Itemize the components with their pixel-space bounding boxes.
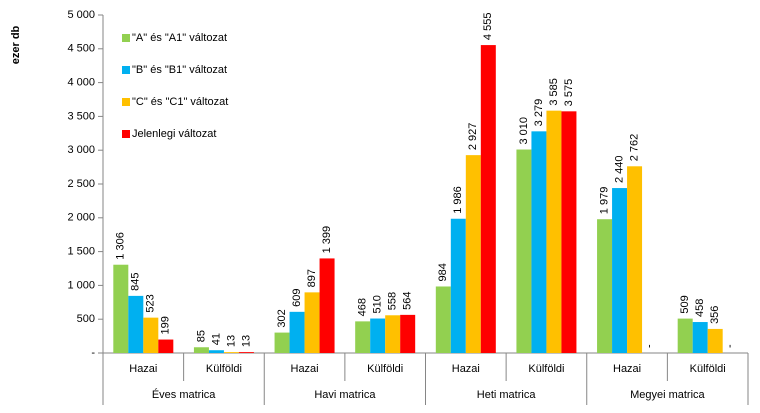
bar [355, 321, 371, 353]
x-group-label: Havi matrica [314, 389, 376, 401]
bar [561, 111, 577, 353]
value-label: 13 [225, 335, 237, 347]
bar [612, 188, 628, 353]
value-label: - [643, 344, 655, 348]
bar [274, 332, 290, 353]
legend-swatch [122, 34, 130, 42]
legend-swatch [122, 98, 130, 106]
value-label: 356 [709, 306, 721, 324]
y-tick-label: 1 000 [67, 279, 95, 291]
bar [516, 149, 532, 353]
x-tick-label: Külföldi [690, 363, 726, 375]
value-label: 199 [160, 316, 172, 334]
x-group-label: Megyei matrica [630, 389, 705, 401]
x-tick-label: Külföldi [528, 363, 564, 375]
value-label: 2 927 [467, 123, 479, 151]
y-tick-label: 500 [77, 313, 95, 325]
bar [450, 218, 466, 353]
legend-label: "C" és "C1" változat [132, 96, 228, 108]
y-tick-label: 1 500 [67, 246, 95, 258]
legend-label: "A" és "A1" változat [132, 32, 227, 44]
value-label: 85 [195, 330, 207, 342]
value-label: 897 [306, 269, 318, 287]
legend-label: "B" és "B1" változat [132, 64, 227, 76]
bar [158, 339, 174, 353]
bar [304, 292, 320, 353]
x-tick-label: Hazai [291, 363, 319, 375]
bar [465, 155, 481, 353]
legend-swatch [122, 66, 130, 74]
bar [677, 318, 693, 353]
bar [435, 286, 451, 353]
y-tick-label: 2 000 [67, 212, 95, 224]
bar [480, 45, 496, 353]
value-label: 510 [372, 295, 384, 313]
value-label: 1 986 [452, 186, 464, 214]
value-label: 468 [357, 298, 369, 316]
bar [370, 318, 386, 353]
value-label: 564 [402, 292, 414, 310]
bar [113, 264, 129, 353]
value-label: 523 [145, 294, 157, 312]
y-axis-title: ezer db [10, 25, 22, 64]
y-tick-label: 5 000 [67, 9, 95, 21]
value-label: 1 979 [598, 187, 610, 215]
value-label: 3 010 [518, 117, 530, 145]
value-label: 509 [679, 295, 691, 313]
x-tick-label: Külföldi [367, 363, 403, 375]
bar [223, 352, 239, 353]
value-label: 41 [210, 333, 222, 345]
y-tick-label: 3 500 [67, 110, 95, 122]
value-label: 4 555 [482, 13, 494, 41]
y-tick-label: 3 000 [67, 144, 95, 156]
bar [546, 110, 562, 354]
x-tick-label: Hazai [613, 363, 641, 375]
legend-label: Jelenlegi változat [132, 128, 216, 140]
bar [208, 350, 224, 353]
x-tick-label: Hazai [129, 363, 157, 375]
legend-swatch [122, 130, 130, 138]
value-label: 302 [276, 309, 288, 327]
bar [385, 315, 401, 353]
value-label: 609 [291, 288, 303, 306]
value-label: 1 399 [321, 226, 333, 254]
x-group-label: Heti matrica [477, 389, 537, 401]
y-tick-label: 4 000 [67, 77, 95, 89]
x-tick-label: Külföldi [206, 363, 242, 375]
value-label: 2 762 [628, 134, 640, 162]
bar [597, 219, 613, 353]
bar [289, 311, 305, 353]
bar [627, 166, 643, 353]
value-label: - [724, 344, 736, 348]
x-group-label: Éves matrica [152, 388, 216, 401]
value-label: 984 [437, 263, 449, 281]
y-tick-label: 2 500 [67, 178, 95, 190]
bar [128, 295, 144, 353]
x-tick-label: Hazai [452, 363, 480, 375]
value-label: 845 [130, 273, 142, 291]
value-label: 13 [240, 335, 252, 347]
bar [238, 352, 254, 353]
bar [707, 328, 723, 353]
value-label: 458 [694, 299, 706, 317]
value-label: 3 279 [533, 99, 545, 127]
value-label: 558 [387, 292, 399, 310]
bar [193, 347, 209, 353]
bar [319, 258, 335, 353]
value-label: 2 440 [613, 156, 625, 184]
y-tick-label: - [91, 347, 95, 359]
y-tick-label: 4 500 [67, 43, 95, 55]
value-label: 3 585 [548, 78, 560, 106]
value-label: 1 306 [115, 232, 127, 260]
value-label: 3 575 [563, 79, 575, 107]
bar [531, 131, 547, 353]
bar [692, 322, 708, 353]
bar [400, 314, 416, 353]
bar [143, 317, 159, 353]
